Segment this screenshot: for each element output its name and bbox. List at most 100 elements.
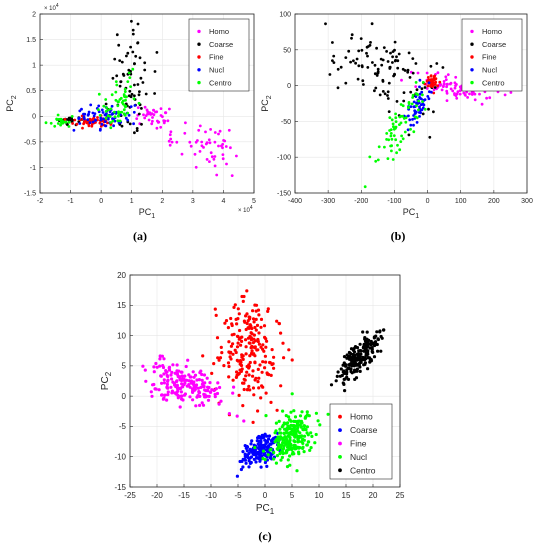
data-point-centro — [97, 92, 101, 96]
data-point-homo — [270, 348, 274, 352]
data-point-homo — [279, 384, 283, 388]
data-point-coarse — [126, 51, 130, 55]
data-point-homo — [216, 356, 220, 360]
data-point-homo — [227, 364, 231, 369]
data-point-centro — [394, 125, 398, 129]
data-point-homo — [197, 128, 201, 132]
data-point-centro — [410, 102, 414, 106]
data-point-centro — [351, 355, 355, 359]
data-point-fine — [154, 361, 158, 366]
data-point-coarse — [336, 67, 340, 71]
data-point-nucl — [129, 105, 133, 108]
data-point-centro — [335, 374, 339, 378]
data-point-fine — [163, 393, 167, 397]
data-point-homo — [281, 341, 285, 345]
data-point-nucl — [414, 95, 418, 98]
data-point-coarse — [265, 434, 269, 438]
data-point-nucl — [310, 434, 314, 438]
data-point-centro — [122, 108, 126, 112]
data-point-homo — [221, 157, 225, 161]
data-point-nucl — [91, 111, 95, 115]
data-point-coarse — [255, 456, 259, 460]
data-point-nucl — [133, 104, 137, 107]
data-point-nucl — [292, 423, 296, 428]
data-point-homo — [453, 93, 456, 97]
data-point-nucl — [105, 112, 108, 115]
data-point-nucl — [288, 444, 292, 449]
data-point-homo — [229, 344, 233, 348]
data-point-coarse — [391, 61, 394, 64]
data-point-centro — [372, 355, 377, 359]
data-point-coarse — [429, 64, 433, 68]
data-point-nucl — [406, 128, 410, 132]
data-point-fine — [169, 373, 173, 377]
y-tick-label: 0 — [32, 114, 36, 121]
data-point-centro — [342, 382, 346, 386]
data-point-homo — [207, 138, 211, 142]
data-point-coarse — [350, 36, 353, 40]
data-point-fine — [433, 74, 437, 78]
data-point-nucl — [83, 112, 87, 116]
x-tick-label: -10 — [205, 491, 217, 500]
data-point-centro — [374, 159, 378, 163]
data-point-coarse — [370, 22, 374, 26]
data-point-coarse — [111, 76, 115, 80]
data-point-coarse — [385, 50, 388, 53]
data-point-fine — [216, 381, 220, 385]
y-tick-label: -10 — [114, 453, 126, 462]
data-point-coarse — [67, 116, 71, 120]
data-point-fine — [217, 402, 221, 406]
data-point-nucl — [314, 411, 318, 415]
data-point-nucl — [283, 435, 287, 439]
data-point-fine — [200, 401, 204, 405]
data-point-coarse — [143, 61, 147, 65]
data-point-coarse — [127, 94, 131, 98]
x-tick-label: -300 — [321, 198, 335, 205]
data-point-coarse — [259, 440, 263, 444]
legend-marker-centro — [197, 80, 201, 85]
y-tick-label: 100 — [279, 11, 291, 18]
data-point-coarse — [354, 61, 357, 65]
data-point-homo — [189, 144, 193, 148]
data-point-coarse — [271, 437, 275, 441]
data-point-centro — [339, 367, 343, 371]
data-point-coarse — [375, 46, 378, 50]
data-point-coarse — [386, 90, 390, 94]
data-point-centro — [389, 134, 393, 138]
data-point-coarse — [141, 81, 145, 84]
data-point-coarse — [122, 74, 126, 77]
data-point-centro — [104, 116, 108, 120]
data-point-centro — [132, 97, 136, 101]
data-point-homo — [156, 121, 160, 124]
data-point-homo — [198, 124, 202, 128]
data-point-fine — [432, 91, 436, 95]
data-point-nucl — [308, 448, 312, 452]
data-point-homo — [264, 345, 268, 349]
data-point-nucl — [101, 111, 105, 114]
data-point-nucl — [284, 414, 288, 418]
data-point-nucl — [411, 118, 414, 121]
data-point-fine — [235, 414, 239, 418]
x-tick-label: 5 — [290, 491, 295, 500]
data-point-homo — [235, 370, 239, 374]
data-point-nucl — [104, 124, 108, 128]
data-point-homo — [233, 303, 237, 307]
data-point-nucl — [279, 431, 283, 435]
y-tick-label: 2 — [32, 11, 36, 18]
data-point-fine — [167, 366, 171, 370]
data-point-centro — [392, 134, 396, 138]
legend-marker-centro — [470, 80, 474, 85]
data-point-centro — [123, 87, 127, 91]
data-point-nucl — [275, 454, 279, 458]
data-point-homo — [445, 91, 449, 95]
data-point-coarse — [428, 135, 432, 139]
data-point-nucl — [293, 440, 297, 444]
data-point-coarse — [120, 60, 124, 64]
legend-marker-coarse — [197, 42, 201, 46]
legend-label-homo: Homo — [482, 27, 502, 36]
data-point-homo — [244, 374, 248, 378]
data-point-homo — [147, 118, 151, 122]
data-point-coarse — [411, 57, 415, 60]
data-point-homo — [230, 322, 234, 326]
data-point-fine — [208, 381, 212, 385]
